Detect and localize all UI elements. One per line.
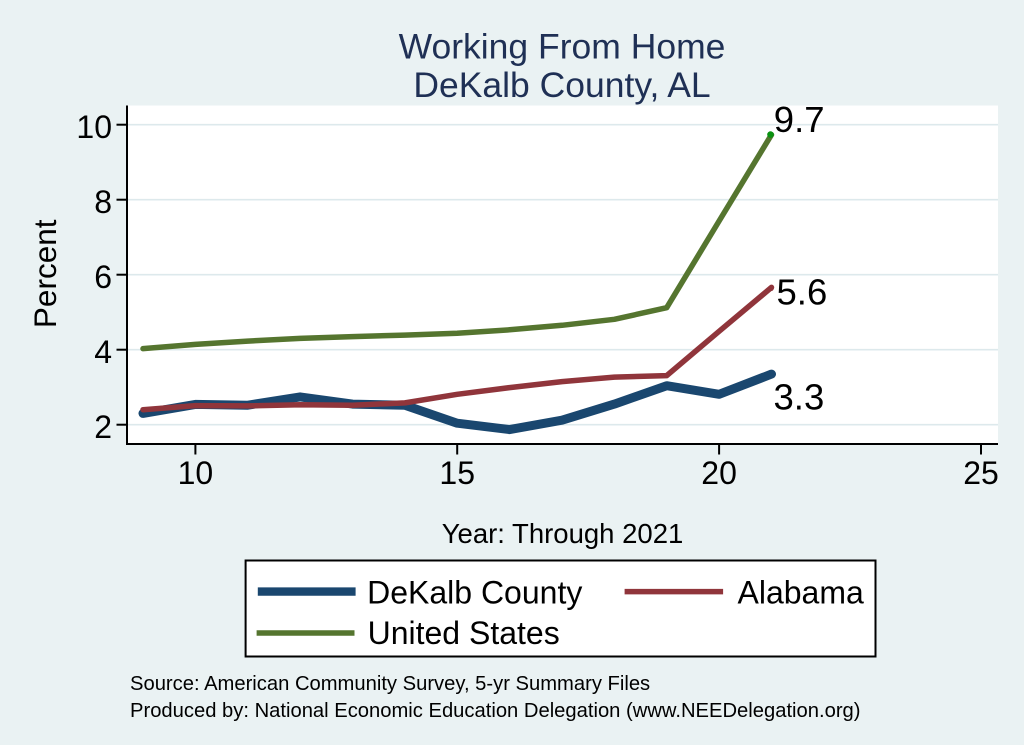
svg-text:Year: Through 2021: Year: Through 2021: [442, 518, 684, 549]
svg-text:United States: United States: [368, 615, 560, 651]
svg-text:Source: American Community Sur: Source: American Community Survey, 5-yr …: [130, 673, 650, 695]
svg-text:6: 6: [94, 259, 112, 295]
svg-text:3.3: 3.3: [774, 377, 825, 418]
svg-text:8: 8: [94, 184, 112, 220]
svg-text:DeKalb County, AL: DeKalb County, AL: [413, 65, 710, 105]
svg-text:Produced by: National Economic: Produced by: National Economic Education…: [130, 700, 861, 722]
svg-text:10: 10: [178, 455, 214, 491]
svg-text:2: 2: [94, 409, 112, 445]
svg-text:Alabama: Alabama: [738, 575, 865, 611]
svg-text:15: 15: [439, 455, 475, 491]
svg-text:4: 4: [94, 334, 112, 370]
svg-text:25: 25: [963, 455, 999, 491]
svg-text:10: 10: [76, 109, 112, 145]
svg-text:5.6: 5.6: [777, 272, 828, 313]
svg-text:DeKalb County: DeKalb County: [367, 575, 582, 611]
svg-text:Working From Home: Working From Home: [399, 26, 726, 66]
svg-text:Percent: Percent: [27, 219, 63, 328]
svg-text:20: 20: [701, 455, 737, 491]
svg-text:9.7: 9.7: [774, 99, 825, 140]
